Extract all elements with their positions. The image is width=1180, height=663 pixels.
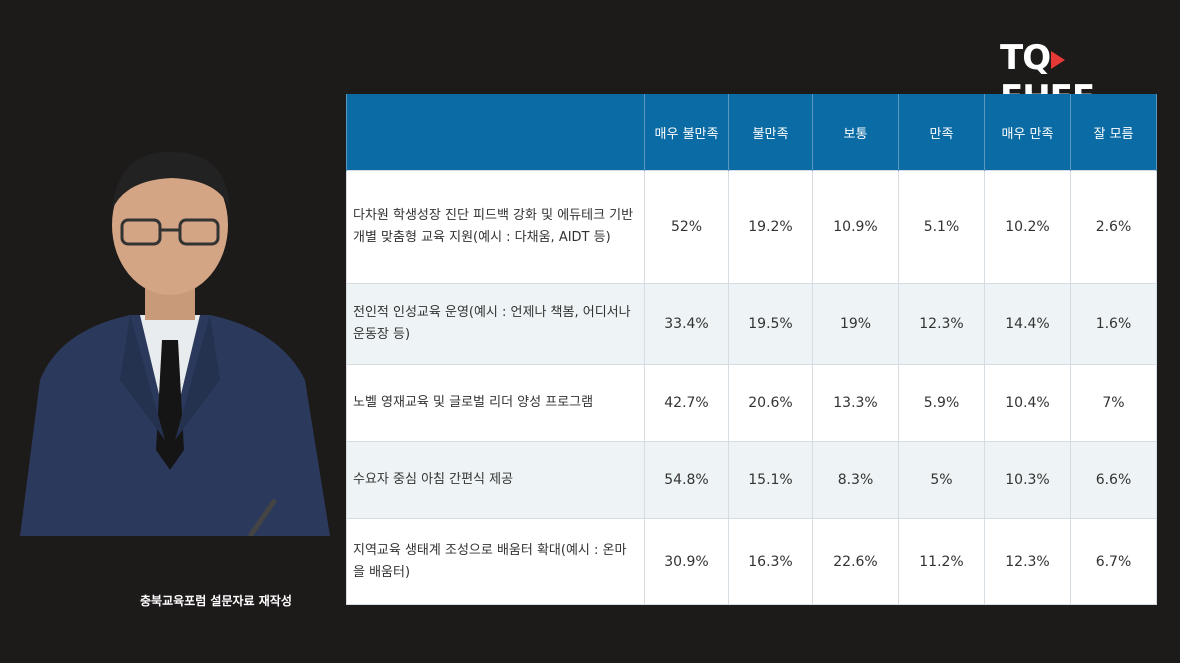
cell-value: 11.2% bbox=[898, 518, 985, 605]
header-satisfied: 만족 bbox=[898, 94, 985, 171]
table-row: 노벨 영재교육 및 글로벌 리더 양성 프로그램 42.7% 20.6% 13.… bbox=[346, 364, 1157, 442]
cell-value: 5.1% bbox=[898, 170, 985, 284]
survey-table: 매우 불만족 불만족 보통 만족 매우 만족 잘 모름 다차원 학생성장 진단 … bbox=[346, 94, 1157, 605]
header-very-dissatisfied: 매우 불만족 bbox=[644, 94, 729, 171]
row-item-label: 노벨 영재교육 및 글로벌 리더 양성 프로그램 bbox=[346, 364, 645, 442]
header-neutral: 보통 bbox=[812, 94, 899, 171]
table-row: 다차원 학생성장 진단 피드백 강화 및 에듀테크 기반 개별 맞춤형 교육 지… bbox=[346, 170, 1157, 284]
cell-value: 20.6% bbox=[728, 364, 813, 442]
cell-value: 30.9% bbox=[644, 518, 729, 605]
speaker-photo bbox=[0, 150, 335, 536]
cell-value: 10.3% bbox=[984, 441, 1071, 519]
cell-value: 12.3% bbox=[898, 283, 985, 365]
cell-value: 19.2% bbox=[728, 170, 813, 284]
cell-value: 6.7% bbox=[1070, 518, 1157, 605]
table-row: 지역교육 생태계 조성으로 배움터 확대(예시 : 온마을 배움터) 30.9%… bbox=[346, 518, 1157, 605]
row-item-label: 다차원 학생성장 진단 피드백 강화 및 에듀테크 기반 개별 맞춤형 교육 지… bbox=[346, 170, 645, 284]
cell-value: 16.3% bbox=[728, 518, 813, 605]
table-header-row: 매우 불만족 불만족 보통 만족 매우 만족 잘 모름 bbox=[346, 94, 1157, 171]
cell-value: 8.3% bbox=[812, 441, 899, 519]
cell-value: 19.5% bbox=[728, 283, 813, 365]
cell-value: 52% bbox=[644, 170, 729, 284]
logo-text-left: TQ bbox=[1000, 38, 1051, 78]
brand-logo: TQEHEE bbox=[1000, 38, 1150, 118]
cell-value: 10.2% bbox=[984, 170, 1071, 284]
cell-value: 1.6% bbox=[1070, 283, 1157, 365]
header-dissatisfied: 불만족 bbox=[728, 94, 813, 171]
cell-value: 10.4% bbox=[984, 364, 1071, 442]
header-item bbox=[346, 94, 645, 171]
play-icon bbox=[1051, 50, 1066, 69]
cell-value: 13.3% bbox=[812, 364, 899, 442]
cell-value: 54.8% bbox=[644, 441, 729, 519]
source-caption: 충북교육포럼 설문자료 재작성 bbox=[140, 594, 292, 608]
cell-value: 22.6% bbox=[812, 518, 899, 605]
header-unknown: 잘 모름 bbox=[1070, 94, 1157, 171]
cell-value: 19% bbox=[812, 283, 899, 365]
table-row: 수요자 중심 아침 간편식 제공 54.8% 15.1% 8.3% 5% 10.… bbox=[346, 441, 1157, 519]
table-row: 전인적 인성교육 운영(예시 : 언제나 책봄, 어디서나 운동장 등) 33.… bbox=[346, 283, 1157, 365]
cell-value: 15.1% bbox=[728, 441, 813, 519]
row-item-label: 수요자 중심 아침 간편식 제공 bbox=[346, 441, 645, 519]
cell-value: 33.4% bbox=[644, 283, 729, 365]
cell-value: 2.6% bbox=[1070, 170, 1157, 284]
cell-value: 14.4% bbox=[984, 283, 1071, 365]
cell-value: 42.7% bbox=[644, 364, 729, 442]
speaker-illustration bbox=[20, 151, 330, 536]
header-very-satisfied: 매우 만족 bbox=[984, 94, 1071, 171]
cell-value: 7% bbox=[1070, 364, 1157, 442]
cell-value: 10.9% bbox=[812, 170, 899, 284]
cell-value: 5% bbox=[898, 441, 985, 519]
cell-value: 5.9% bbox=[898, 364, 985, 442]
cell-value: 6.6% bbox=[1070, 441, 1157, 519]
row-item-label: 지역교육 생태계 조성으로 배움터 확대(예시 : 온마을 배움터) bbox=[346, 518, 645, 605]
cell-value: 12.3% bbox=[984, 518, 1071, 605]
row-item-label: 전인적 인성교육 운영(예시 : 언제나 책봄, 어디서나 운동장 등) bbox=[346, 283, 645, 365]
